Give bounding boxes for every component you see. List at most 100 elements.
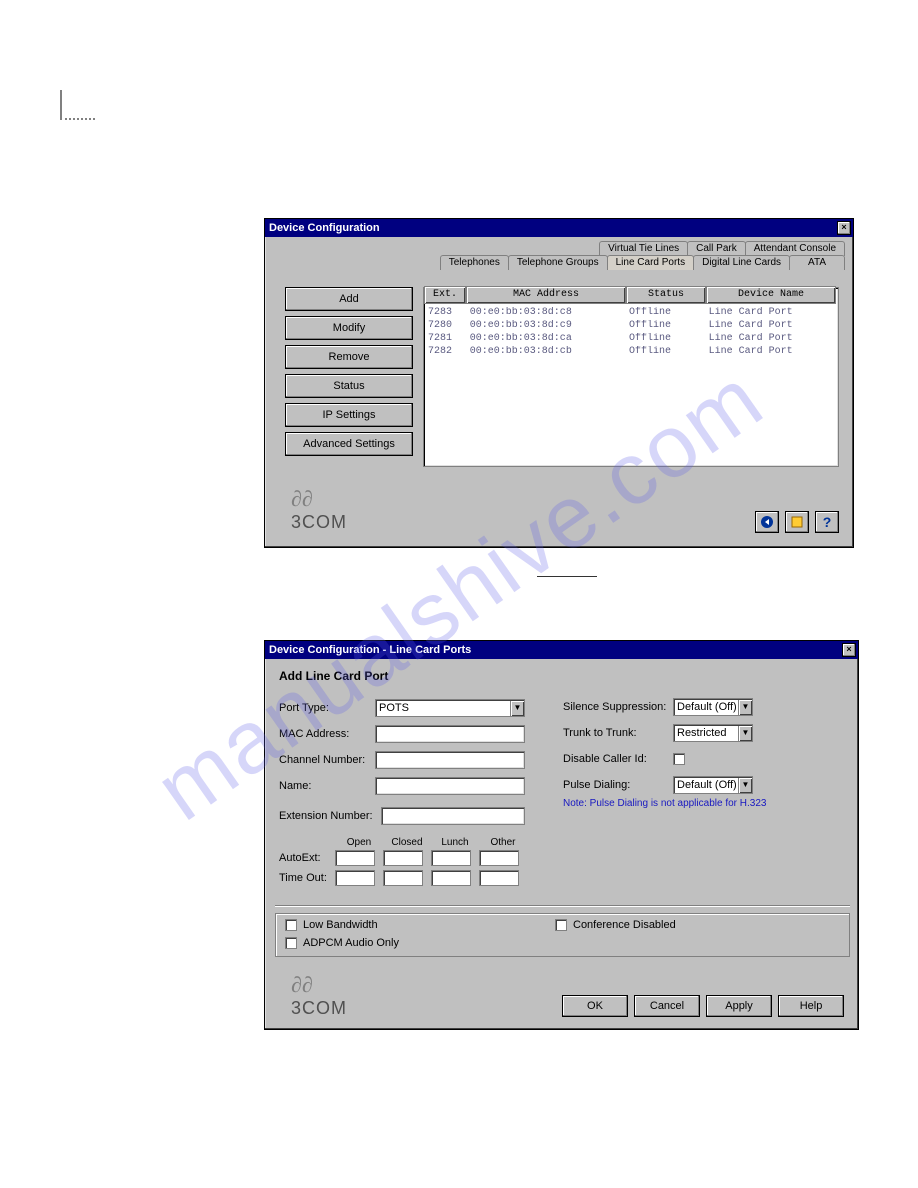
autoext-open[interactable] [335, 850, 375, 866]
mac-row: MAC Address: [279, 723, 525, 745]
tab-telephones[interactable]: Telephones [440, 255, 509, 270]
titlebar: Device Configuration - Line Card Ports × [265, 641, 858, 659]
sidebar-buttons: Add Modify Remove Status IP Settings Adv… [285, 287, 413, 461]
chevron-down-icon: ▼ [738, 778, 752, 793]
cell-mac: 00:e0:bb:03:8d:c8 [468, 307, 627, 318]
tab-digital-line-cards[interactable]: Digital Line Cards [693, 255, 790, 270]
ext-input[interactable] [381, 807, 525, 825]
channel-input[interactable] [375, 751, 525, 769]
table-row[interactable]: 7282 00:e0:bb:03:8d:cb Offline Line Card… [426, 345, 836, 358]
autoext-row: AutoExt: [279, 848, 527, 868]
ext-label: Extension Number: [279, 810, 381, 822]
conf-disabled-checkbox[interactable] [555, 919, 567, 931]
pulse-note: Note: Pulse Dialing is not applicable fo… [563, 798, 766, 809]
tab-line-card-ports[interactable]: Line Card Ports [607, 255, 694, 270]
timeout-lunch[interactable] [431, 870, 471, 886]
th-other: Other [479, 837, 527, 848]
status-button[interactable]: Status [285, 374, 413, 398]
table-row[interactable]: 7280 00:e0:bb:03:8d:c9 Offline Line Card… [426, 319, 836, 332]
close-icon[interactable]: × [842, 643, 856, 657]
arrow-left-icon [760, 515, 774, 529]
page-corner-decoration [60, 90, 100, 130]
th-lunch: Lunch [431, 837, 479, 848]
modify-button[interactable]: Modify [285, 316, 413, 340]
cell-mac: 00:e0:bb:03:8d:cb [468, 346, 627, 357]
add-line-card-port-window: Device Configuration - Line Card Ports ×… [264, 640, 859, 1030]
cell-status: Offline [627, 346, 707, 357]
tab-ata[interactable]: ATA [789, 255, 845, 270]
chevron-down-icon: ▼ [738, 726, 752, 741]
help-button[interactable]: ? [815, 511, 839, 533]
cell-ext: 7282 [426, 346, 468, 357]
tabs-row-top: Virtual Tie Lines Call Park Attendant Co… [600, 241, 845, 256]
cell-mac: 00:e0:bb:03:8d:ca [468, 333, 627, 344]
notes-button[interactable] [785, 511, 809, 533]
channel-row: Channel Number: [279, 749, 525, 771]
tabs-row-bottom: Telephones Telephone Groups Line Card Po… [441, 255, 845, 270]
caption-fragment [537, 576, 597, 577]
cell-ext: 7281 [426, 333, 468, 344]
name-row: Name: [279, 775, 525, 797]
caller-label: Disable Caller Id: [563, 753, 673, 765]
adpcm-label: ADPCM Audio Only [303, 937, 399, 949]
back-button[interactable] [755, 511, 779, 533]
adpcm-checkbox[interactable] [285, 937, 297, 949]
silence-label: Silence Suppression: [563, 701, 673, 713]
logo-text: 3COM [291, 512, 347, 533]
question-icon: ? [823, 514, 832, 530]
note-icon [790, 515, 804, 529]
tab-telephone-groups[interactable]: Telephone Groups [508, 255, 608, 270]
chevron-down-icon: ▼ [738, 700, 752, 715]
table-row[interactable]: 7281 00:e0:bb:03:8d:ca Offline Line Card… [426, 332, 836, 345]
close-icon[interactable]: × [837, 221, 851, 235]
cell-status: Offline [627, 333, 707, 344]
autoext-closed[interactable] [383, 850, 423, 866]
name-input[interactable] [375, 777, 525, 795]
device-list: Ext. MAC Address Status Device Name 7283… [423, 287, 839, 467]
tab-virtual-tie-lines[interactable]: Virtual Tie Lines [599, 241, 688, 256]
pulse-select[interactable]: Default (Off) ▼ [673, 776, 753, 794]
tab-call-park[interactable]: Call Park [687, 241, 746, 256]
conf-disabled-row: Conference Disabled [555, 919, 676, 931]
mac-input[interactable] [375, 725, 525, 743]
tab-attendant-console[interactable]: Attendant Console [745, 241, 845, 256]
autoext-other[interactable] [479, 850, 519, 866]
timeout-other[interactable] [479, 870, 519, 886]
timeout-open[interactable] [335, 870, 375, 886]
pulse-note-row: Note: Pulse Dialing is not applicable fo… [563, 793, 766, 813]
trunk-select[interactable]: Restricted ▼ [673, 724, 753, 742]
timeout-closed[interactable] [383, 870, 423, 886]
advanced-settings-button[interactable]: Advanced Settings [285, 432, 413, 456]
titlebar: Device Configuration × [265, 219, 853, 237]
silence-value: Default (Off) [677, 701, 737, 713]
dialog-buttons: OK Cancel Apply Help [562, 995, 844, 1017]
cell-ext: 7283 [426, 307, 468, 318]
apply-button[interactable]: Apply [706, 995, 772, 1017]
add-button[interactable]: Add [285, 287, 413, 311]
cell-ext: 7280 [426, 320, 468, 331]
trunk-value: Restricted [677, 727, 727, 739]
autoext-lunch[interactable] [431, 850, 471, 866]
cancel-button[interactable]: Cancel [634, 995, 700, 1017]
disable-caller-id-checkbox[interactable] [673, 753, 685, 765]
time-headers: Open Closed Lunch Other [335, 837, 527, 848]
col-device-name[interactable]: Device Name [706, 286, 836, 304]
col-mac[interactable]: MAC Address [466, 286, 626, 304]
help-button[interactable]: Help [778, 995, 844, 1017]
ip-settings-button[interactable]: IP Settings [285, 403, 413, 427]
th-open: Open [335, 837, 383, 848]
remove-button[interactable]: Remove [285, 345, 413, 369]
ok-button[interactable]: OK [562, 995, 628, 1017]
timeout-label: Time Out: [279, 872, 335, 884]
col-status[interactable]: Status [626, 286, 706, 304]
table-rows: 7283 00:e0:bb:03:8d:c8 Offline Line Card… [426, 306, 836, 358]
port-type-select[interactable]: POTS ▼ [375, 699, 525, 717]
cell-name: Line Card Port [707, 346, 836, 357]
table-row[interactable]: 7283 00:e0:bb:03:8d:c8 Offline Line Card… [426, 306, 836, 319]
timeout-row: Time Out: [279, 868, 527, 888]
col-ext[interactable]: Ext. [424, 286, 466, 304]
trunk-row: Trunk to Trunk: Restricted ▼ [563, 723, 753, 743]
logo-3com: ∂∂ 3COM [291, 972, 347, 1019]
low-bw-checkbox[interactable] [285, 919, 297, 931]
silence-select[interactable]: Default (Off) ▼ [673, 698, 753, 716]
